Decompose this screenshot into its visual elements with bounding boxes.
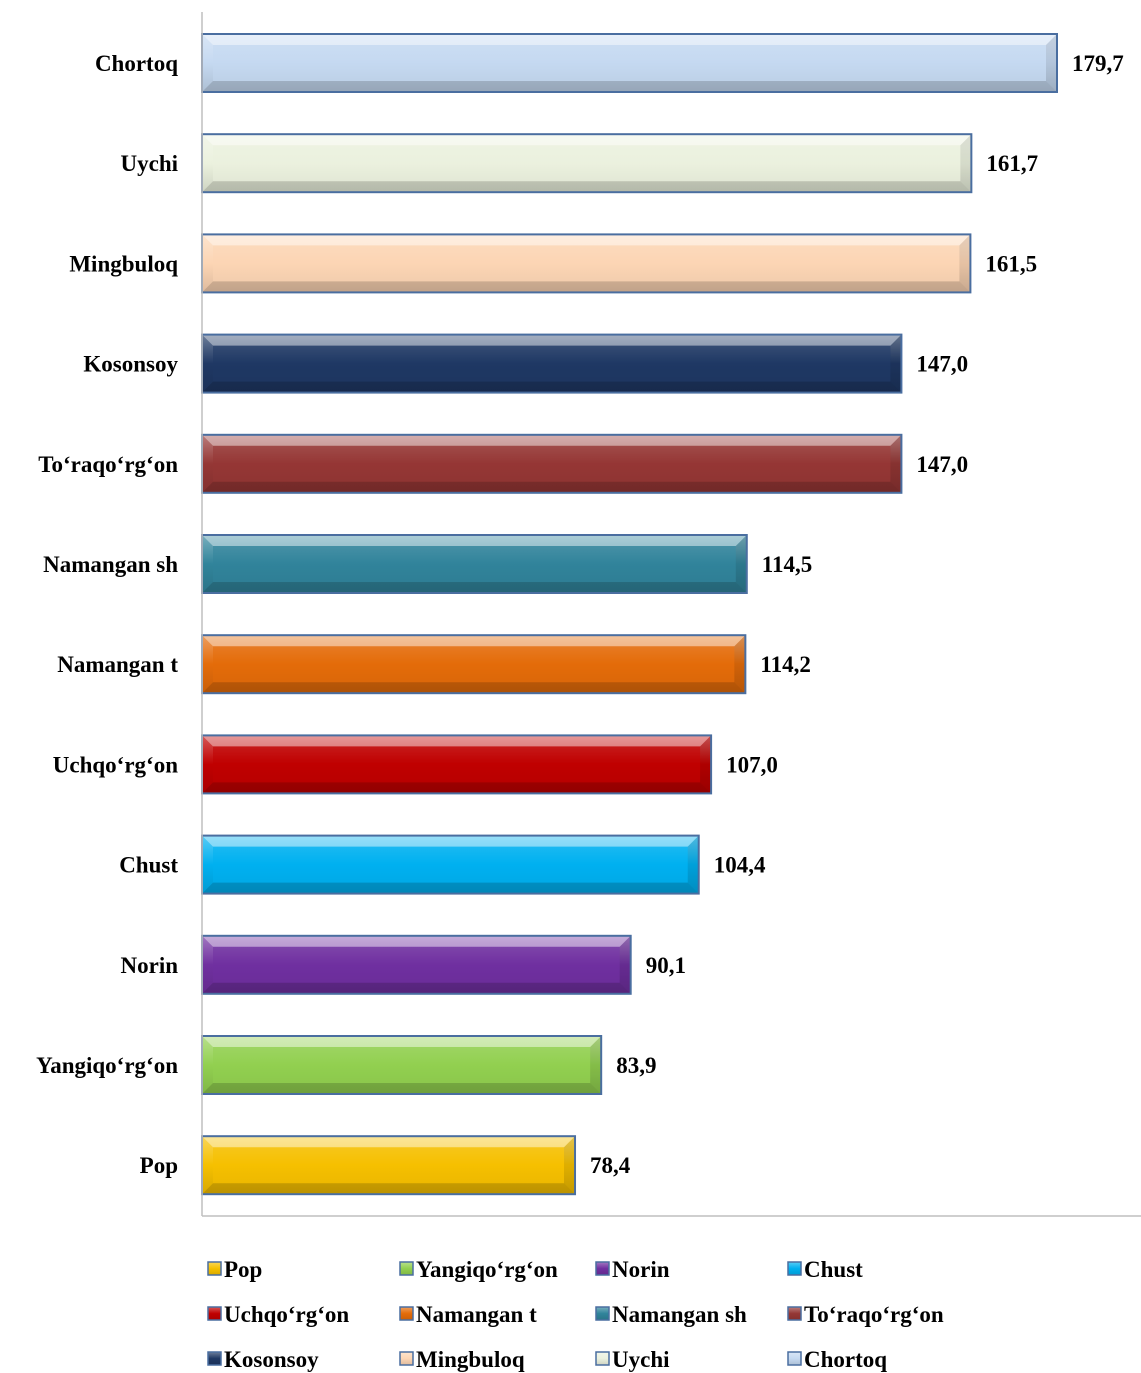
data-label: 104,4 bbox=[714, 853, 766, 878]
legend-item: Mingbuloq bbox=[399, 1347, 525, 1372]
legend-label: Pop bbox=[224, 1257, 262, 1282]
data-label: 161,5 bbox=[985, 251, 1037, 276]
bar-6 bbox=[201, 534, 748, 594]
data-label: 114,2 bbox=[760, 652, 810, 677]
bar-1 bbox=[201, 1035, 603, 1095]
category-label: Namangan sh bbox=[43, 552, 178, 577]
legend-item: Yangiqo‘rg‘on bbox=[399, 1257, 558, 1282]
data-label: 161,7 bbox=[986, 151, 1038, 176]
data-label: 90,1 bbox=[646, 953, 686, 978]
data-label: 147,0 bbox=[916, 452, 968, 477]
category-label: Chortoq bbox=[95, 51, 178, 76]
legend-label: Uychi bbox=[612, 1347, 670, 1372]
legend-swatch bbox=[207, 1261, 222, 1276]
legend-swatch bbox=[595, 1351, 610, 1366]
legend-item: Namangan t bbox=[399, 1302, 537, 1327]
category-label: Namangan t bbox=[57, 652, 178, 677]
bar-4 bbox=[201, 734, 713, 795]
bar-9 bbox=[201, 233, 972, 294]
data-label: 114,5 bbox=[762, 552, 812, 577]
legend-label: Uchqo‘rg‘on bbox=[224, 1302, 349, 1327]
legend-swatch bbox=[787, 1261, 802, 1276]
category-label: Kosonsoy bbox=[83, 352, 178, 377]
category-label: Norin bbox=[121, 953, 179, 978]
bars-layer bbox=[201, 33, 1058, 1196]
bar-3 bbox=[201, 834, 700, 895]
legend-swatch bbox=[399, 1261, 414, 1276]
legend-swatch bbox=[787, 1351, 802, 1366]
data-label: 147,0 bbox=[916, 352, 968, 377]
legend-item: Chust bbox=[787, 1257, 863, 1282]
category-label: Uchqo‘rg‘on bbox=[53, 752, 178, 777]
legend-label: Chust bbox=[804, 1257, 863, 1282]
legend-item: Pop bbox=[207, 1257, 262, 1282]
legend-item: Chortoq bbox=[787, 1347, 887, 1372]
legend-label: Mingbuloq bbox=[416, 1347, 525, 1372]
legend-item: Kosonsoy bbox=[207, 1347, 319, 1372]
data-label: 83,9 bbox=[616, 1053, 656, 1078]
bar-7 bbox=[201, 433, 903, 494]
bar-5 bbox=[201, 634, 747, 695]
bar-8 bbox=[201, 333, 903, 394]
bar-11 bbox=[201, 33, 1058, 93]
legend-swatch bbox=[595, 1261, 610, 1276]
category-label: Pop bbox=[140, 1153, 178, 1178]
data-label: 107,0 bbox=[726, 752, 778, 777]
legend-item: Uychi bbox=[595, 1347, 670, 1372]
legend-item: Namangan sh bbox=[595, 1302, 747, 1327]
category-label: Uychi bbox=[121, 151, 179, 176]
category-label: Mingbuloq bbox=[69, 251, 178, 276]
legend-swatch bbox=[787, 1306, 802, 1321]
legend-label: Namangan t bbox=[416, 1302, 537, 1327]
category-label: To‘raqo‘rg‘on bbox=[38, 452, 178, 477]
legend-swatch bbox=[207, 1306, 222, 1321]
bar-2 bbox=[201, 934, 632, 995]
legend-item: Uchqo‘rg‘on bbox=[207, 1302, 349, 1327]
legend-swatch bbox=[207, 1351, 222, 1366]
legend-label: Chortoq bbox=[804, 1347, 887, 1372]
bar-10 bbox=[201, 133, 973, 194]
legend-label: Yangiqo‘rg‘on bbox=[416, 1257, 558, 1282]
data-label: 179,7 bbox=[1072, 51, 1124, 76]
legend-swatch bbox=[399, 1306, 414, 1321]
legend-swatch bbox=[399, 1351, 414, 1366]
legend-item: To‘raqo‘rg‘on bbox=[787, 1302, 944, 1327]
legend-label: Norin bbox=[612, 1257, 670, 1282]
legend-swatch bbox=[595, 1306, 610, 1321]
labels-layer: Pop 78,4 Yangiqo‘rg‘on 83,9 Norin 90,1 Chust 10… bbox=[36, 51, 1124, 1178]
legend-label: Kosonsoy bbox=[224, 1347, 319, 1372]
category-label: Yangiqo‘rg‘on bbox=[36, 1053, 178, 1078]
legend-label: Namangan sh bbox=[612, 1302, 747, 1327]
bar-0 bbox=[201, 1135, 577, 1196]
data-label: 78,4 bbox=[590, 1153, 631, 1178]
legend: Pop Yangiqo‘rg‘on Norin Chust Uchqo‘rg‘on Nam… bbox=[207, 1257, 944, 1372]
category-label: Chust bbox=[119, 853, 178, 878]
legend-item: Norin bbox=[595, 1257, 670, 1282]
legend-label: To‘raqo‘rg‘on bbox=[804, 1302, 944, 1327]
